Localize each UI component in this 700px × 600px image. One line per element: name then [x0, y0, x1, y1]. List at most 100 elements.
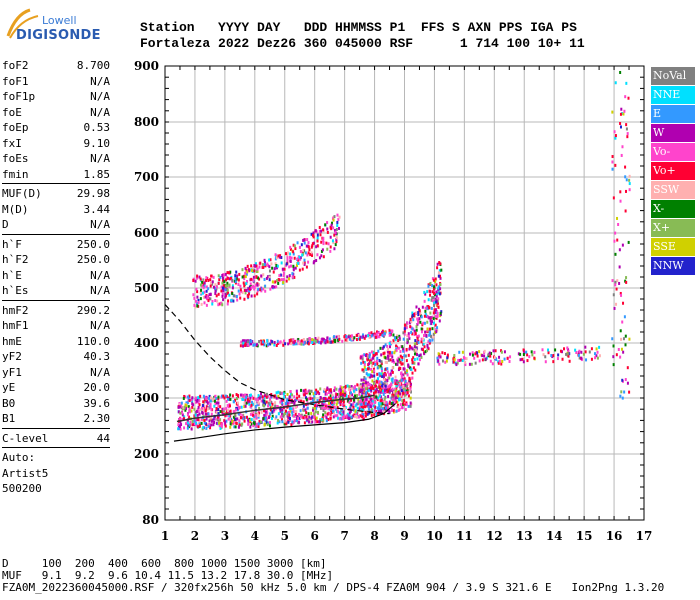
echo-point: [224, 414, 227, 418]
echo-point: [363, 353, 366, 357]
echo-point: [387, 395, 390, 399]
echo-point: [255, 416, 258, 420]
echo-point: [360, 355, 363, 359]
y-tick-label: 200: [134, 447, 159, 461]
echo-point: [395, 392, 398, 396]
param-row: yF2 40.3: [2, 349, 110, 365]
echo-point: [229, 422, 232, 426]
echo-point: [391, 380, 394, 384]
echo-point: [361, 388, 364, 392]
param-row: fmin 1.85: [2, 167, 110, 183]
echo-point: [370, 389, 373, 393]
echo-point: [182, 405, 185, 409]
echo-point: [327, 418, 330, 422]
param-name: foF2: [2, 59, 29, 72]
echo-point: [391, 329, 394, 333]
echo-point: [250, 277, 253, 281]
echo-point: [361, 405, 364, 409]
echo-point: [228, 293, 231, 297]
echo-point: [378, 383, 381, 387]
echo-point: [245, 268, 248, 272]
echo-point: [398, 358, 401, 362]
echo-point: [253, 294, 256, 298]
echo-point: [336, 414, 339, 418]
echo-point: [217, 274, 220, 278]
echo-point: [297, 420, 300, 424]
echo-point: [331, 239, 334, 243]
echo-point: [270, 417, 273, 421]
echo-point: [244, 343, 247, 347]
echo-point: [598, 345, 601, 349]
echo-point: [313, 394, 316, 398]
echo-point: [432, 311, 435, 315]
echo-point: [214, 292, 217, 296]
echo-point: [291, 410, 294, 414]
echo-point: [500, 350, 503, 354]
echo-point: [364, 354, 367, 358]
echo-point: [283, 395, 286, 399]
param-row: foE N/A: [2, 105, 110, 121]
echo-point: [208, 419, 211, 423]
echo-point: [253, 343, 256, 347]
echo-point: [314, 420, 317, 424]
echo-point: [257, 401, 260, 405]
echo-point: [625, 81, 628, 85]
echo-point: [365, 368, 368, 372]
echo-point: [264, 284, 267, 288]
echo-point: [370, 413, 373, 417]
echo-point: [620, 337, 623, 341]
echo-point: [371, 410, 374, 414]
echo-point: [373, 361, 376, 365]
echo-point: [191, 405, 194, 409]
echo-point: [305, 411, 308, 415]
echo-point: [195, 421, 198, 425]
echo-point: [390, 402, 393, 406]
echo-point: [297, 337, 300, 341]
param-name: foEs: [2, 152, 29, 165]
echo-point: [282, 274, 285, 278]
echo-point: [243, 339, 246, 343]
echo-point: [421, 348, 424, 352]
echo-point: [617, 347, 620, 351]
echo-point: [303, 393, 306, 397]
echo-point: [314, 337, 317, 341]
param-row: fxI 9.10: [2, 136, 110, 152]
echo-point: [414, 342, 417, 346]
echo-point: [248, 342, 251, 346]
echo-point: [287, 277, 290, 281]
echo-point: [194, 413, 197, 417]
echo-point: [226, 288, 229, 292]
echo-point: [394, 362, 397, 366]
echo-point: [625, 123, 628, 127]
echo-point: [430, 316, 433, 320]
legend-item: SSW: [651, 181, 695, 199]
echo-point: [196, 399, 199, 403]
echo-point: [308, 415, 311, 419]
param-value: 39.6: [83, 396, 111, 410]
echo-point: [419, 320, 422, 324]
echo-point: [247, 400, 250, 404]
echo-point: [389, 372, 392, 376]
echo-point: [336, 406, 339, 410]
echo-point: [446, 353, 449, 357]
echo-point: [305, 390, 308, 394]
echo-point: [294, 399, 297, 403]
echo-point: [235, 277, 238, 281]
echo-point: [310, 232, 313, 236]
echo-point: [370, 334, 373, 338]
echo-point: [398, 366, 401, 370]
echo-point: [304, 251, 307, 255]
echo-point: [398, 407, 401, 411]
echo-point: [263, 277, 266, 281]
echo-point: [370, 350, 373, 354]
echo-point: [333, 233, 336, 237]
echo-point: [268, 258, 271, 262]
echo-point: [274, 401, 277, 405]
echo-point: [274, 404, 277, 408]
echo-point: [611, 110, 614, 114]
param-value: 9.10: [83, 136, 111, 150]
echo-point: [311, 253, 314, 257]
echo-point: [268, 269, 271, 273]
echo-point: [363, 382, 366, 386]
echo-point: [260, 339, 263, 343]
